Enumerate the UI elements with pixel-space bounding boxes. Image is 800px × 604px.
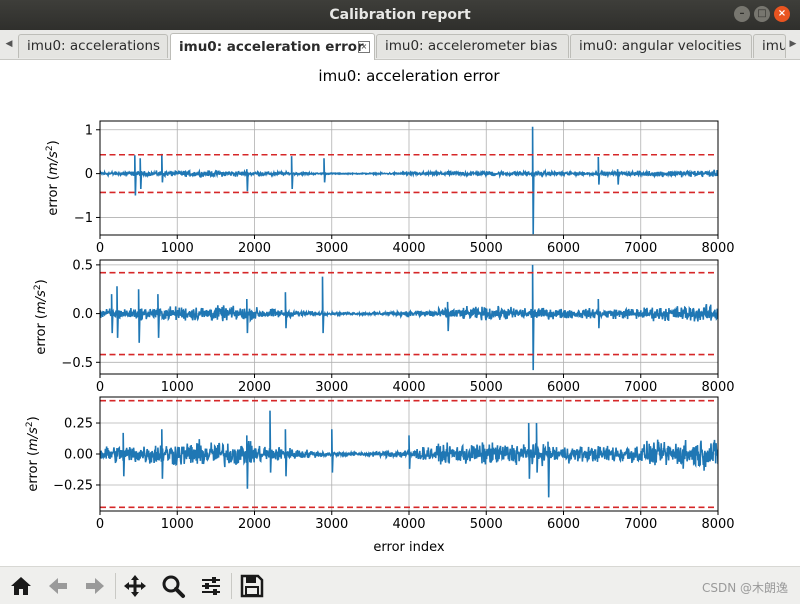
- x-tick-label: 8000: [701, 517, 734, 532]
- x-axis-label: error index: [373, 540, 444, 555]
- x-tick-label: 2000: [238, 241, 271, 256]
- x-tick-label: 1000: [161, 517, 194, 532]
- tab-accelerometer-bias[interactable]: imu0: accelerometer bias: [376, 34, 569, 58]
- x-tick-label: 8000: [701, 380, 734, 395]
- x-tick-label: 0: [96, 380, 104, 395]
- minimize-button[interactable]: –: [734, 6, 750, 22]
- y-tick-label: 0: [85, 167, 93, 182]
- y-axis-label: error (m/s2): [25, 416, 41, 491]
- x-tick-label: 7000: [624, 380, 657, 395]
- forward-arrow-icon[interactable]: [82, 573, 108, 599]
- error-series-line: [100, 264, 718, 371]
- tab-accelerations[interactable]: imu0: accelerations: [18, 34, 168, 58]
- tab-acceleration-error[interactable]: imu0: acceleration error ×: [170, 33, 375, 60]
- save-icon[interactable]: [239, 573, 265, 599]
- x-tick-label: 1000: [161, 241, 194, 256]
- x-tick-label: 2000: [238, 517, 271, 532]
- x-tick-label: 1000: [161, 380, 194, 395]
- tab-label: imu: [762, 38, 786, 54]
- toolbar-separator: [115, 573, 116, 599]
- x-tick-label: 0: [96, 517, 104, 532]
- tab-scroll-left-icon[interactable]: ◀: [5, 39, 13, 49]
- tab-scroll-right-icon[interactable]: ▶: [789, 39, 797, 49]
- y-tick-label: −0.25: [53, 478, 93, 493]
- maximize-button[interactable]: □: [754, 6, 770, 22]
- watermark-text: CSDN @木朗逸: [701, 581, 788, 595]
- error-series-line: [100, 410, 718, 498]
- x-tick-label: 3000: [315, 380, 348, 395]
- tab-label: imu0: acceleration error: [179, 39, 364, 55]
- y-tick-label: 0.00: [64, 448, 93, 463]
- y-tick-label: 0.25: [64, 417, 93, 432]
- error-series-line: [100, 126, 718, 235]
- y-tick-label: 1: [85, 123, 93, 138]
- y-tick-label: −0.5: [61, 356, 93, 371]
- zoom-icon[interactable]: [160, 573, 186, 599]
- tab-label: imu0: accelerations: [27, 38, 161, 54]
- window-controls: – □ ×: [734, 6, 790, 22]
- x-tick-label: 6000: [547, 241, 580, 256]
- subplot-2: 0 1000 2000 3000 4000 5000 6000 7000 8000 −0.5 0.0…: [33, 258, 735, 395]
- tab-bar: ◀ imu0: accelerations imu0: acceleration…: [0, 30, 800, 60]
- x-tick-label: 7000: [624, 517, 657, 532]
- tab-label: imu0: accelerometer bias: [385, 38, 558, 54]
- x-tick-label: 2000: [238, 380, 271, 395]
- chart-title: imu0: acceleration error: [318, 67, 500, 85]
- y-axis-label: error (m/s2): [33, 279, 49, 354]
- navigation-toolbar: CSDN @木朗逸: [0, 566, 800, 604]
- back-arrow-icon[interactable]: [45, 573, 71, 599]
- close-button[interactable]: ×: [774, 6, 790, 22]
- x-tick-label: 8000: [701, 241, 734, 256]
- tab-angular-velocities[interactable]: imu0: angular velocities: [570, 34, 752, 58]
- x-tick-label: 6000: [547, 380, 580, 395]
- y-tick-label: 0.0: [72, 307, 93, 322]
- y-tick-label: 0.5: [72, 258, 93, 273]
- x-tick-label: 3000: [315, 241, 348, 256]
- tab-close-icon[interactable]: ×: [358, 41, 370, 53]
- x-tick-label: 4000: [392, 241, 425, 256]
- tab-more[interactable]: imu: [753, 34, 786, 58]
- x-tick-label: 4000: [392, 380, 425, 395]
- x-tick-label: 3000: [315, 517, 348, 532]
- toolbar-separator: [231, 573, 232, 599]
- subplot-3: 0 1000 2000 3000 4000 5000 6000 7000 8000 −0.25 0.…: [25, 396, 735, 532]
- window-titlebar: Calibration report – □ ×: [0, 0, 800, 30]
- x-tick-label: 0: [96, 241, 104, 256]
- x-tick-label: 6000: [547, 517, 580, 532]
- x-tick-label: 5000: [470, 241, 503, 256]
- tab-label: imu0: angular velocities: [579, 38, 742, 54]
- configure-subplots-icon[interactable]: [198, 573, 224, 599]
- subplot-1: 0 1000 2000 3000 4000 5000 6000 7000 8000−101err…: [45, 120, 735, 256]
- x-tick-label: 5000: [470, 517, 503, 532]
- x-tick-label: 4000: [392, 517, 425, 532]
- home-icon[interactable]: [8, 573, 34, 599]
- x-tick-label: 5000: [470, 380, 503, 395]
- y-axis-label: error (m/s2): [45, 140, 61, 215]
- pan-icon[interactable]: [122, 573, 148, 599]
- y-tick-label: −1: [74, 211, 93, 226]
- x-tick-label: 7000: [624, 241, 657, 256]
- window-title: Calibration report: [329, 7, 471, 23]
